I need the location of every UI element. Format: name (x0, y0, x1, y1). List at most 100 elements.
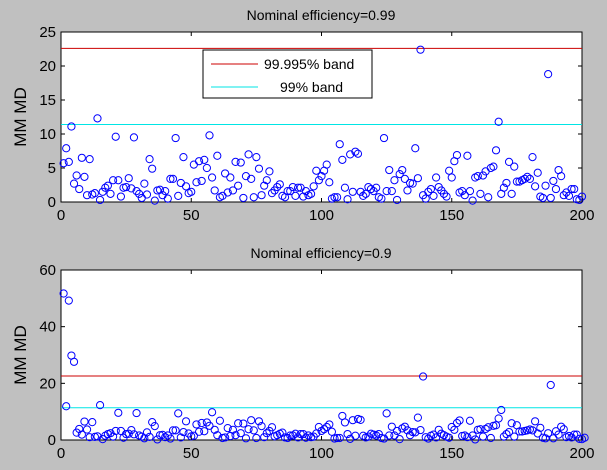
data-point (312, 166, 321, 175)
data-point (549, 176, 558, 186)
legend-label-99995-band: 99.995% band (264, 56, 354, 72)
data-point (523, 172, 532, 181)
data-point (241, 434, 251, 443)
data-point (155, 431, 165, 440)
data-point (504, 157, 514, 166)
plot-area-bottom (60, 269, 583, 441)
data-point (145, 155, 154, 164)
data-point (288, 431, 297, 440)
data-point (416, 45, 425, 54)
data-point (538, 193, 548, 203)
data-point (392, 195, 402, 205)
data-point (257, 191, 266, 200)
data-point (85, 155, 94, 164)
data-point (132, 187, 141, 196)
data-point (275, 180, 284, 189)
x-tick-label: 50 (183, 207, 200, 224)
data-point (385, 165, 394, 175)
data-point (340, 183, 350, 192)
data-point (98, 187, 107, 196)
legend-label-99-band: 99% band (280, 79, 343, 95)
data-point (181, 182, 191, 191)
data-point (166, 174, 175, 183)
data-point (398, 424, 407, 433)
data-point (109, 176, 118, 185)
data-point (494, 117, 503, 126)
x-tick-label: 0 (57, 207, 65, 224)
data-point (351, 431, 360, 440)
data-point (468, 196, 477, 205)
reference-lines-bottom (61, 375, 582, 409)
x-tick-label: 50 (183, 445, 200, 462)
data-point (325, 420, 334, 429)
data-point (531, 182, 540, 191)
data-point (544, 429, 553, 438)
data-point (499, 183, 508, 192)
data-point (101, 431, 110, 440)
data-point (325, 178, 334, 187)
data-point (314, 176, 323, 185)
data-point (286, 187, 295, 196)
data-point (215, 416, 225, 425)
data-point (408, 179, 417, 188)
data-point (447, 173, 456, 182)
data-point (554, 430, 563, 439)
data-point (343, 429, 352, 439)
data-point (507, 419, 516, 428)
data-point (502, 429, 511, 439)
data-point (413, 413, 422, 422)
data-point (103, 181, 112, 190)
data-point (512, 177, 521, 186)
data-point (207, 173, 217, 182)
data-point (234, 419, 243, 428)
data-point (200, 427, 209, 436)
data-point (62, 402, 71, 411)
data-point (463, 151, 472, 160)
data-point (426, 184, 436, 194)
data-point (150, 422, 159, 431)
data-point (69, 179, 79, 188)
data-point (575, 434, 584, 443)
data-point (403, 426, 412, 435)
data-point (111, 426, 120, 436)
data-point (455, 416, 464, 425)
data-point (239, 193, 248, 203)
data-point (153, 435, 162, 444)
data-point (557, 422, 566, 431)
data-point (265, 167, 274, 176)
data-point (471, 435, 480, 444)
data-point (249, 426, 258, 435)
data-point (231, 157, 240, 166)
data-point (416, 425, 425, 435)
data-point (77, 430, 86, 439)
y-tick-label: 25 (39, 24, 56, 41)
y-ticks-bottom: 0 20 40 60 (39, 262, 582, 449)
data-point (187, 187, 196, 196)
data-point (239, 419, 248, 428)
data-point (395, 170, 404, 179)
data-point (114, 408, 123, 417)
data-point (309, 182, 318, 191)
data-point (338, 155, 347, 164)
data-point (111, 132, 120, 141)
data-point (273, 182, 282, 192)
data-point (223, 188, 232, 197)
data-point (221, 433, 230, 442)
data-point (408, 427, 417, 437)
x-tick-label: 150 (439, 207, 464, 224)
data-point (515, 427, 524, 436)
data-point (286, 431, 295, 440)
data-point (197, 418, 206, 428)
data-point (465, 187, 475, 196)
data-point (491, 146, 501, 155)
data-point (181, 417, 191, 426)
data-point (317, 172, 326, 181)
data-point (343, 195, 352, 204)
data-point (82, 425, 92, 434)
y-tick-label: 15 (39, 92, 56, 109)
data-point (124, 174, 133, 183)
data-point (557, 172, 566, 181)
data-point (359, 191, 368, 200)
data-point (379, 133, 389, 143)
y-tick-label: 5 (48, 160, 56, 177)
